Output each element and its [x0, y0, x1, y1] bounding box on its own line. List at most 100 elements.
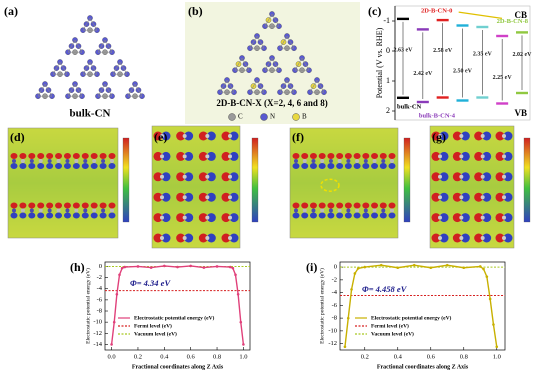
density-lobe	[221, 172, 231, 182]
x-tick-label: 0.8	[213, 353, 221, 360]
legend-label: Electrostatic potential energy (eV)	[371, 314, 452, 321]
density-lobe	[452, 192, 462, 202]
density-lobe	[10, 202, 18, 209]
density-lobe	[439, 213, 449, 223]
bond	[82, 61, 91, 75]
density-lobe	[90, 163, 98, 169]
x-tick-label: 0.8	[460, 353, 468, 360]
density-lobe	[362, 163, 370, 169]
atom	[83, 159, 88, 163]
density-lobe	[327, 163, 335, 169]
plot-frame	[104, 261, 251, 351]
curve-marker	[112, 320, 116, 324]
density-lobe	[19, 202, 27, 209]
atom	[92, 208, 97, 213]
density-lobe	[10, 153, 18, 159]
atom	[502, 154, 506, 159]
density-image	[289, 127, 399, 239]
density-lobe	[318, 202, 326, 209]
atom	[381, 208, 386, 213]
bond	[294, 57, 303, 71]
curve-marker	[485, 275, 489, 278]
bond	[52, 61, 61, 75]
y-tick-label: -6	[332, 302, 338, 309]
curve-marker	[346, 316, 350, 320]
density-lobe	[153, 172, 163, 182]
x-axis-label: Fractional coordinates along Z Axis	[377, 364, 469, 370]
bond	[67, 83, 76, 97]
density-lobe	[327, 202, 335, 209]
atom	[228, 174, 232, 179]
density-lobe	[503, 192, 513, 202]
density-lobe	[474, 233, 484, 243]
curve-marker	[189, 264, 192, 268]
density-lobe	[153, 151, 163, 161]
y-tick-label: -12	[93, 330, 102, 337]
density-lobe	[344, 153, 352, 159]
density-lobe	[176, 213, 186, 223]
curve-marker	[231, 266, 235, 270]
bond	[256, 35, 265, 49]
density-lobe	[460, 192, 470, 202]
y-tick-label: -4	[332, 289, 338, 296]
density-lobe	[90, 153, 98, 159]
density-lobe	[221, 213, 231, 223]
curve-marker	[396, 266, 400, 270]
density-image	[7, 127, 119, 239]
atom	[294, 208, 298, 213]
density-lobe	[336, 163, 344, 169]
bond	[89, 17, 98, 31]
curve-marker	[482, 267, 485, 271]
density-lobe	[46, 202, 54, 209]
density-lobe	[379, 212, 387, 219]
panel-background	[185, 2, 360, 124]
atom	[363, 208, 368, 213]
density-lobe	[318, 163, 326, 169]
density-lobe	[495, 213, 505, 223]
atom	[311, 159, 316, 163]
density-lobe	[309, 202, 317, 209]
density-lobe	[81, 212, 89, 219]
atom	[459, 134, 464, 138]
atom	[56, 159, 61, 163]
y-tick-label: -8	[97, 307, 102, 314]
density-lobe	[388, 202, 396, 209]
atom	[320, 159, 325, 163]
density-lobe	[495, 192, 505, 202]
density-lobe	[229, 233, 239, 243]
density-lobe	[55, 163, 63, 169]
atom	[29, 208, 34, 213]
density-lobe	[336, 202, 344, 209]
bond	[44, 83, 53, 97]
curve-marker	[176, 265, 179, 269]
legend-label: N	[270, 113, 275, 121]
density-lobe	[161, 172, 171, 182]
panel-label: (d)	[10, 130, 25, 144]
density-lobe	[292, 163, 300, 169]
atom	[502, 236, 506, 240]
atom	[337, 159, 342, 163]
density-lobe	[184, 233, 194, 243]
density-lobe	[19, 153, 27, 159]
density-lobe	[108, 212, 116, 219]
y-tick-label: 0	[99, 263, 102, 270]
atom	[390, 159, 394, 163]
vb-edge	[436, 96, 449, 99]
gap-label: 2.25 eV	[493, 75, 513, 81]
density-lobe	[353, 153, 361, 159]
density-lobe	[439, 172, 449, 182]
density-lobe	[318, 153, 326, 159]
density-lobe	[19, 163, 27, 169]
density-lobe	[63, 153, 71, 159]
legend-label: Vacuum level (eV)	[371, 330, 414, 337]
atom	[480, 236, 485, 240]
density-lobe	[28, 202, 36, 209]
density-lobe	[362, 202, 370, 209]
curve-marker	[488, 297, 492, 301]
atom	[182, 174, 187, 179]
atom	[381, 159, 386, 163]
atom	[92, 159, 97, 163]
bond	[264, 57, 273, 71]
bond	[286, 35, 295, 49]
y-tick-label: -2	[332, 276, 337, 283]
